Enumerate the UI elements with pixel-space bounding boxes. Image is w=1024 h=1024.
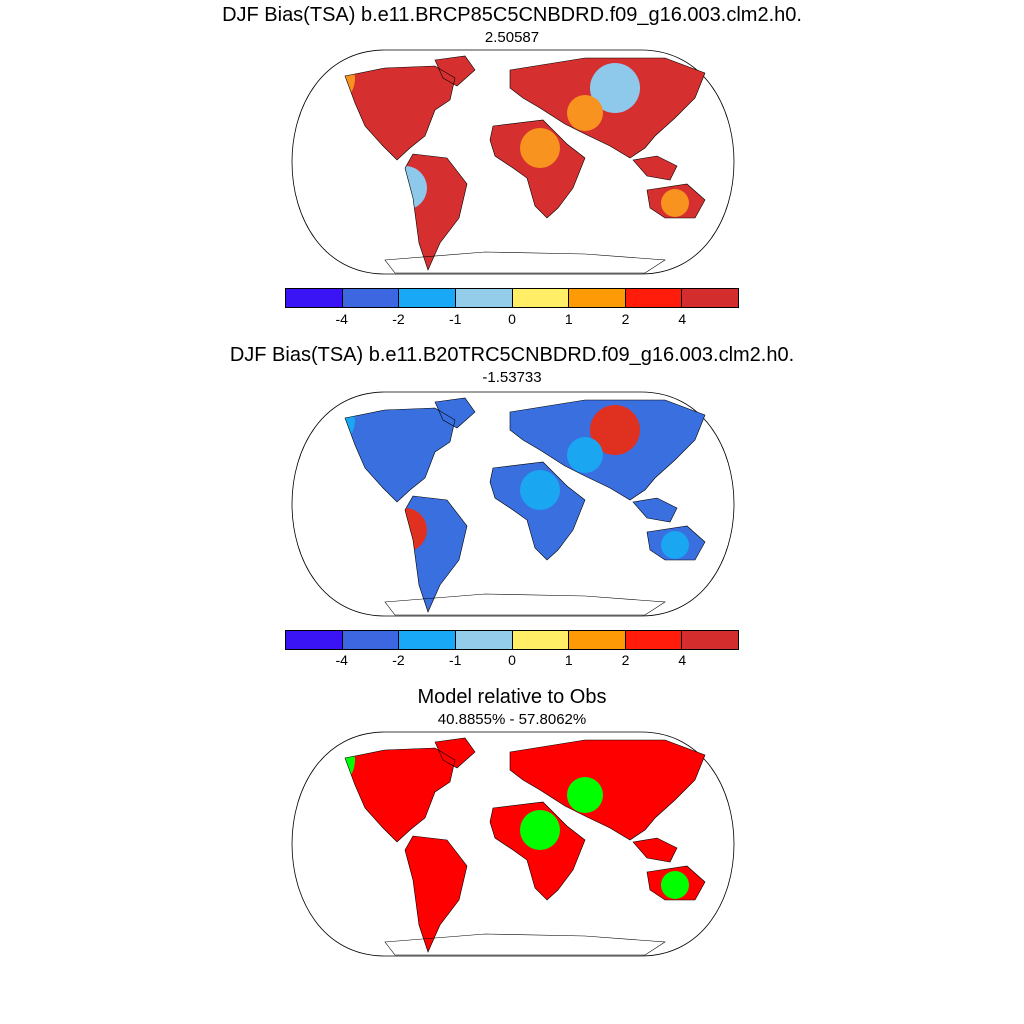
greenland-coastline <box>434 737 476 769</box>
africa-coastline <box>489 119 586 219</box>
africa-landmass <box>490 462 585 560</box>
australia-coastline <box>646 525 706 561</box>
bias-patch <box>590 405 640 455</box>
colorbar-swatch <box>512 289 570 307</box>
africa-coastline <box>489 461 586 561</box>
colorbar-tick-label: 2 <box>621 311 630 327</box>
colorbar-swatch <box>569 631 626 649</box>
colorbar-tick-label: 2 <box>621 652 630 668</box>
colorbar-swatch <box>342 631 400 649</box>
colorbar-tick-label: -2 <box>392 311 405 327</box>
colorbar-tick-label: -4 <box>335 311 348 327</box>
panel1-map <box>291 49 735 275</box>
antarctica-coastline <box>384 933 666 956</box>
southeast-asia-coastline <box>632 497 678 523</box>
colorbar-swatch <box>399 631 456 649</box>
australia-coastline <box>646 183 706 219</box>
southeast-asia-coastline <box>632 155 678 181</box>
antarctica-coastline <box>384 251 666 274</box>
bias-patch <box>520 810 560 850</box>
colorbar-swatch <box>625 289 683 307</box>
panel2-title: DJF Bias(TSA) b.e11.B20TRC5CNBDRD.f09_g1… <box>229 344 795 366</box>
colorbar-swatch <box>682 631 738 649</box>
colorbar-swatch <box>342 289 400 307</box>
colorbar-swatch <box>569 289 626 307</box>
north-america-coastline <box>344 747 456 843</box>
africa-landmass <box>490 120 585 218</box>
panel2-colorbar-labels: -4 -2 -1 0 1 2 4 <box>285 652 739 670</box>
antarctica-coastline <box>384 593 666 616</box>
greenland-coastline <box>434 55 476 87</box>
bias-patch <box>520 470 560 510</box>
southeast-asia-landmass <box>633 838 677 862</box>
southeast-asia-coastline <box>632 837 678 863</box>
australia-coastline <box>646 865 706 901</box>
south-america-coastline <box>404 153 468 271</box>
north-america-landmass <box>345 66 455 160</box>
bias-patch <box>567 777 603 813</box>
north-america-coastline <box>344 407 456 503</box>
colorbar-tick-label: 0 <box>508 311 516 327</box>
colorbar-tick-label: 4 <box>678 311 687 327</box>
colorbar-swatch <box>682 289 738 307</box>
north-america-landmass <box>345 408 455 502</box>
north-america-landmass <box>345 748 455 842</box>
colorbar-swatch <box>455 631 513 649</box>
europe-asia-coastline <box>509 57 706 159</box>
south-america-coastline <box>404 835 468 953</box>
bias-patch <box>520 128 560 168</box>
colorbar-tick-label: 0 <box>508 652 516 668</box>
panel1-colorbar-labels: -4 -2 -1 0 1 2 4 <box>285 311 739 329</box>
europe-asia-coastline <box>509 399 706 501</box>
panel3-title: Model relative to Obs <box>417 686 607 708</box>
colorbar-tick-label: -1 <box>449 652 462 668</box>
panel2-value: -1.53733 <box>482 369 542 386</box>
bias-patch <box>590 745 640 795</box>
bias-patch <box>661 531 689 559</box>
bias-patch <box>567 95 603 131</box>
europe-asia-coastline <box>509 739 706 841</box>
south-america-coastline <box>404 495 468 613</box>
bias-patch <box>661 189 689 217</box>
colorbar-tick-label: -4 <box>335 652 348 668</box>
colorbar-swatch <box>399 289 456 307</box>
colorbar-swatch <box>286 289 343 307</box>
colorbar-swatch <box>625 631 683 649</box>
colorbar-tick-label: 1 <box>564 652 573 668</box>
greenland-coastline <box>434 397 476 429</box>
panel1-colorbar <box>285 288 739 308</box>
bias-patch <box>661 871 689 899</box>
colorbar-swatch <box>455 289 513 307</box>
panel3-map <box>291 731 735 957</box>
colorbar-tick-label: -2 <box>392 652 405 668</box>
panel2-map <box>291 391 735 617</box>
bias-patch <box>590 63 640 113</box>
africa-coastline <box>489 801 586 901</box>
colorbar-tick-label: -1 <box>449 311 462 327</box>
colorbar-tick-label: 1 <box>564 311 573 327</box>
panel2-colorbar <box>285 630 739 650</box>
africa-landmass <box>490 802 585 900</box>
north-america-coastline <box>344 65 456 161</box>
panel3-value: 40.8855% - 57.8062% <box>437 711 587 728</box>
southeast-asia-landmass <box>633 156 677 180</box>
colorbar-tick-label: 4 <box>678 652 687 668</box>
southeast-asia-landmass <box>633 498 677 522</box>
bias-patch <box>567 437 603 473</box>
panel1-title: DJF Bias(TSA) b.e11.BRCP85C5CNBDRD.f09_g… <box>222 4 802 26</box>
colorbar-swatch <box>512 631 570 649</box>
panel1-value: 2.50587 <box>484 29 540 46</box>
colorbar-swatch <box>286 631 343 649</box>
